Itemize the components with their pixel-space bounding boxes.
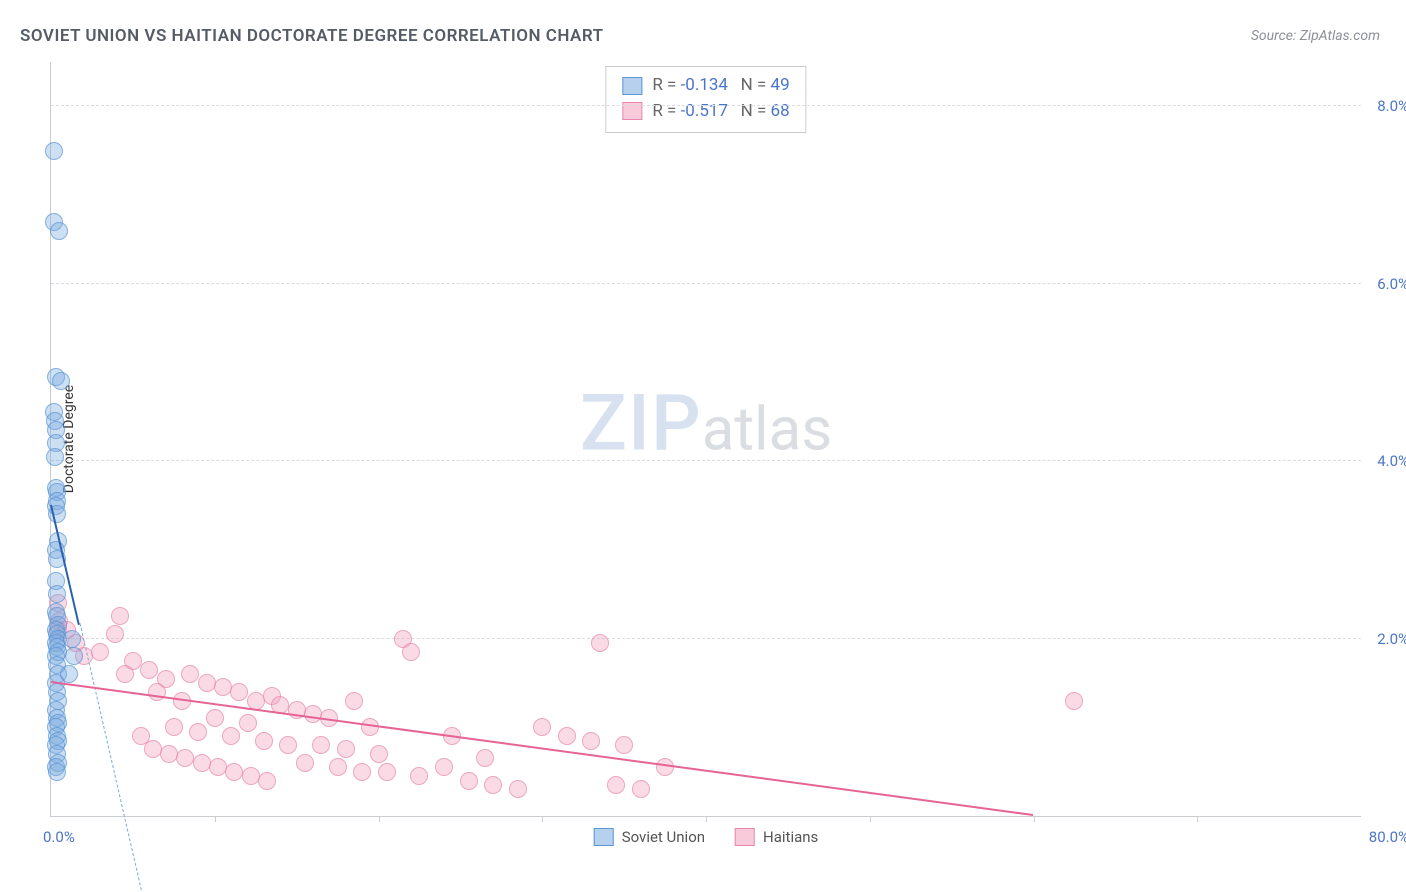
data-point	[255, 732, 273, 750]
data-point	[435, 758, 453, 776]
data-point	[484, 776, 502, 794]
data-point	[60, 665, 78, 683]
data-point	[198, 674, 216, 692]
x-tick	[542, 816, 543, 822]
data-point	[50, 222, 68, 240]
data-point	[193, 754, 211, 772]
data-point	[656, 758, 674, 776]
data-point	[222, 727, 240, 745]
correlation-legend: R = -0.134 N = 49 R = -0.517 N = 68	[605, 66, 806, 133]
chart-title: SOVIET UNION VS HAITIAN DOCTORATE DEGREE…	[20, 26, 604, 46]
y-tick-label: 8.0%	[1377, 97, 1406, 115]
data-point	[176, 749, 194, 767]
data-point	[144, 740, 162, 758]
data-point	[632, 780, 650, 798]
x-axis-max-label: 80.0%	[1369, 828, 1406, 846]
data-point	[206, 709, 224, 727]
data-point	[353, 763, 371, 781]
data-point	[160, 745, 178, 763]
x-axis-min-label: 0.0%	[43, 828, 75, 846]
data-point	[258, 772, 276, 790]
data-point	[460, 772, 478, 790]
data-point	[106, 625, 124, 643]
data-point	[558, 727, 576, 745]
legend-item-haitians: Haitians	[735, 828, 818, 846]
data-point	[165, 718, 183, 736]
data-point	[65, 647, 83, 665]
data-point	[48, 763, 66, 781]
data-point	[45, 142, 63, 160]
data-point	[116, 665, 134, 683]
x-tick	[1197, 816, 1198, 822]
data-point	[140, 661, 158, 679]
data-point	[111, 607, 129, 625]
data-point	[181, 665, 199, 683]
data-point	[370, 745, 388, 763]
series-legend: Soviet Union Haitians	[594, 828, 819, 846]
data-point	[1065, 692, 1083, 710]
gridline	[51, 638, 1361, 639]
data-point	[615, 736, 633, 754]
data-point	[533, 718, 551, 736]
source-label: Source: ZipAtlas.com	[1251, 28, 1380, 44]
data-point	[214, 678, 232, 696]
legend-row-haitians: R = -0.517 N = 68	[622, 99, 789, 125]
data-point	[476, 749, 494, 767]
swatch-icon	[735, 828, 755, 846]
swatch-icon	[622, 77, 642, 95]
data-point	[296, 754, 314, 772]
trend-line	[51, 681, 1034, 816]
data-point	[48, 585, 66, 603]
gridline	[51, 283, 1361, 284]
data-point	[378, 763, 396, 781]
x-tick	[215, 816, 216, 822]
legend-row-soviet: R = -0.134 N = 49	[622, 73, 789, 99]
data-point	[582, 732, 600, 750]
data-point	[46, 448, 64, 466]
data-point	[509, 780, 527, 798]
data-point	[591, 634, 609, 652]
x-tick	[870, 816, 871, 822]
data-point	[304, 705, 322, 723]
gridline	[51, 460, 1361, 461]
data-point	[242, 767, 260, 785]
data-point	[209, 758, 227, 776]
gridline	[51, 105, 1361, 106]
y-tick-label: 6.0%	[1377, 275, 1406, 293]
data-point	[402, 643, 420, 661]
data-point	[52, 372, 70, 390]
x-tick	[706, 816, 707, 822]
data-point	[279, 736, 297, 754]
data-point	[230, 683, 248, 701]
y-tick-label: 2.0%	[1377, 630, 1406, 648]
swatch-icon	[594, 828, 614, 846]
data-point	[189, 723, 207, 741]
data-point	[91, 643, 109, 661]
legend-item-soviet: Soviet Union	[594, 828, 705, 846]
y-tick-label: 4.0%	[1377, 452, 1406, 470]
x-tick	[379, 816, 380, 822]
watermark: ZIPatlas	[580, 378, 832, 469]
data-point	[239, 714, 257, 732]
data-point	[410, 767, 428, 785]
data-point	[607, 776, 625, 794]
data-point	[337, 740, 355, 758]
data-point	[329, 758, 347, 776]
data-point	[312, 736, 330, 754]
data-point	[345, 692, 363, 710]
scatter-plot: Doctorate Degree 0.0% 80.0% ZIPatlas R =…	[50, 62, 1361, 817]
x-tick	[1034, 816, 1035, 822]
data-point	[361, 718, 379, 736]
data-point	[225, 763, 243, 781]
